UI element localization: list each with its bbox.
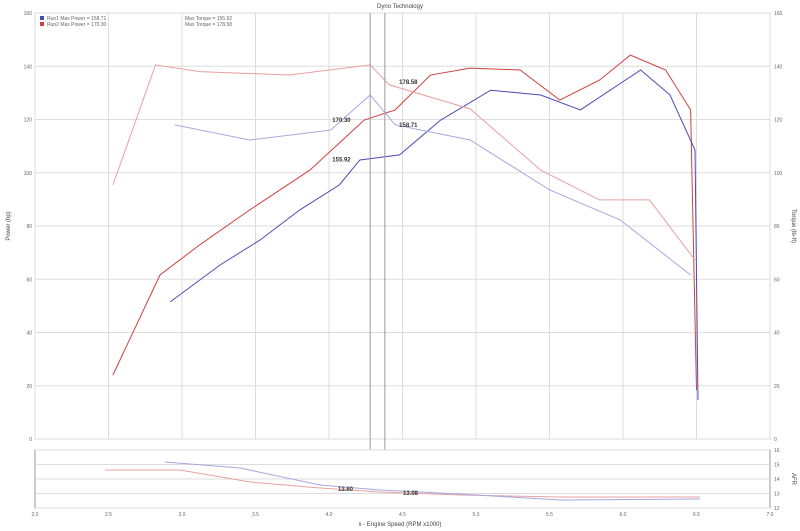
axis-ticks: 2.0 2.5 3.0 3.5 4.0 4.5 5.0 5.5 6.0 6.5 7.0 0 20 40 60…: [24, 11, 783, 518]
legend-label-torque: Max Torque = 178.58: [185, 22, 232, 28]
x-tick-label: 2.0: [32, 512, 39, 518]
x-tick-label: 5.0: [473, 512, 480, 518]
chart-title: Dyno Technology: [377, 4, 423, 10]
x-tick-label: 4.0: [326, 512, 333, 518]
afr-line-blue: [164, 461, 701, 501]
y2-tick-label: 0: [774, 437, 777, 443]
y2-tick-label: 120: [774, 118, 783, 124]
legend-label-torque: Max Torque = 155.92: [185, 16, 232, 22]
y-tick-label: 40: [26, 331, 32, 337]
x-tick-label: 2.5: [105, 512, 112, 518]
y2-tick-label: 140: [774, 64, 783, 70]
y2-tick-label: 100: [774, 171, 783, 177]
afr-y-axis-label: AFR: [790, 473, 796, 486]
legend-swatch: [40, 16, 44, 20]
y2-tick-label: 20: [774, 384, 780, 390]
legend-label: Run1 Max Power = 158.71: [47, 16, 107, 22]
grid: [34, 12, 771, 508]
x-tick-label: 6.0: [620, 512, 627, 518]
afr-y-tick-label: 15: [774, 463, 780, 469]
y-tick-label: 0: [29, 437, 32, 443]
afr-chart: 12 13 14 15 16 13.60 13.08: [35, 448, 780, 512]
series-blue-torque: [174, 94, 691, 276]
annotation-label: 178.58: [399, 80, 418, 86]
afr-y-tick-label: 16: [774, 448, 780, 454]
series-blue-power: [169, 69, 699, 401]
legend-label: Run2 Max Power = 170.30: [47, 22, 107, 28]
afr-annotation: 13.08: [403, 491, 419, 497]
x-tick-label: 5.5: [546, 512, 553, 518]
afr-annotation: 13.60: [338, 487, 354, 493]
y-tick-label: 120: [24, 118, 33, 124]
legend: Run1 Max Power = 158.71 Max Torque = 155.…: [40, 16, 232, 28]
x-tick-label: 6.5: [693, 512, 700, 518]
series-red-torque: [112, 64, 696, 261]
cursor-lines: [369, 13, 386, 508]
x-tick-label: 7.0: [767, 512, 774, 518]
y2-axis-label: Torque (lb-ft): [790, 209, 796, 243]
y2-tick-label: 160: [774, 11, 783, 17]
x-axis-label: x - Engine Speed (RPM x1000): [358, 522, 441, 528]
legend-swatch: [40, 22, 44, 26]
annotation-label: 158.71: [399, 123, 418, 129]
x-tick-label: 3.0: [179, 512, 186, 518]
y-tick-label: 20: [26, 384, 32, 390]
y-tick-label: 140: [24, 64, 33, 70]
annotation-label: 155.92: [332, 157, 351, 163]
afr-y-tick-label: 13: [774, 492, 780, 498]
x-tick-label: 4.5: [399, 512, 406, 518]
y-tick-label: 80: [26, 224, 32, 230]
y-axis-label: Power (hp): [6, 211, 12, 240]
afr-y-tick-label: 14: [774, 477, 780, 483]
annotation-label: 170.30: [332, 118, 351, 124]
series-lines: [112, 54, 699, 401]
y-tick-label: 100: [24, 171, 33, 177]
afr-y-tick-label: 12: [774, 506, 780, 512]
series-red-power: [112, 54, 697, 391]
x-tick-label: 3.5: [252, 512, 259, 518]
y2-tick-label: 40: [774, 331, 780, 337]
annotations: 178.58 170.30 158.71 155.92: [332, 80, 418, 163]
y2-tick-label: 60: [774, 277, 780, 283]
y-tick-label: 160: [24, 11, 33, 17]
afr-line-red: [105, 469, 700, 498]
y-tick-label: 60: [26, 277, 32, 283]
y2-tick-label: 80: [774, 224, 780, 230]
